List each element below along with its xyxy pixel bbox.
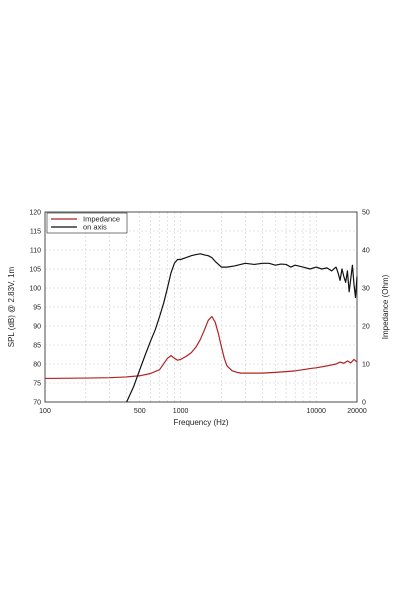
y-left-tick-label: 120 <box>29 210 41 217</box>
legend-label-on-axis: on axis <box>83 223 107 232</box>
x-tick-label: 100 <box>39 408 51 415</box>
y-right-tick-label: 40 <box>362 248 370 255</box>
y-left-tick-label: 115 <box>30 229 41 236</box>
y-left-tick-label: 95 <box>33 305 41 312</box>
y-axis-right-title: Impedance (Ohm) <box>381 274 390 339</box>
y-left-tick-label: 75 <box>33 381 41 388</box>
series-line-impedance <box>44 315 358 380</box>
x-tick-label: 1000 <box>173 408 189 415</box>
grid <box>45 212 357 402</box>
y-axis-left-title: SPL (dB) @ 2.83V, 1m <box>7 266 16 347</box>
plot-frame <box>44 211 358 403</box>
y-left-tick-label: 90 <box>33 324 41 331</box>
y-left-tick-label: 105 <box>29 267 41 274</box>
y-left-tick-label: 110 <box>30 248 41 255</box>
y-right-tick-label: 50 <box>362 210 370 217</box>
x-tick-label: 500 <box>134 408 146 415</box>
y-right-tick-label: 10 <box>362 362 370 369</box>
x-axis-title: Frequency (Hz) <box>173 418 228 427</box>
y-left-tick-label: 70 <box>33 400 41 407</box>
y-left-tick-label: 80 <box>33 362 41 369</box>
axis-ticks: 70 75 80 85 90 95 100 105 110 115 120 0 10 20 30 40 50 10… <box>29 210 370 416</box>
legend-label-impedance: Impedance <box>83 215 120 224</box>
y-right-tick-label: 30 <box>362 286 370 293</box>
legend-box <box>46 212 128 234</box>
series-line-on-axis <box>126 253 358 403</box>
x-tick-label: 20000 <box>347 408 367 415</box>
y-right-tick-label: 0 <box>362 400 366 407</box>
y-left-tick-label: 100 <box>29 286 41 293</box>
x-tick-label: 10000 <box>306 408 326 415</box>
series-layer <box>44 253 358 403</box>
y-right-tick-label: 20 <box>362 324 370 331</box>
y-left-tick-label: 85 <box>33 343 41 350</box>
